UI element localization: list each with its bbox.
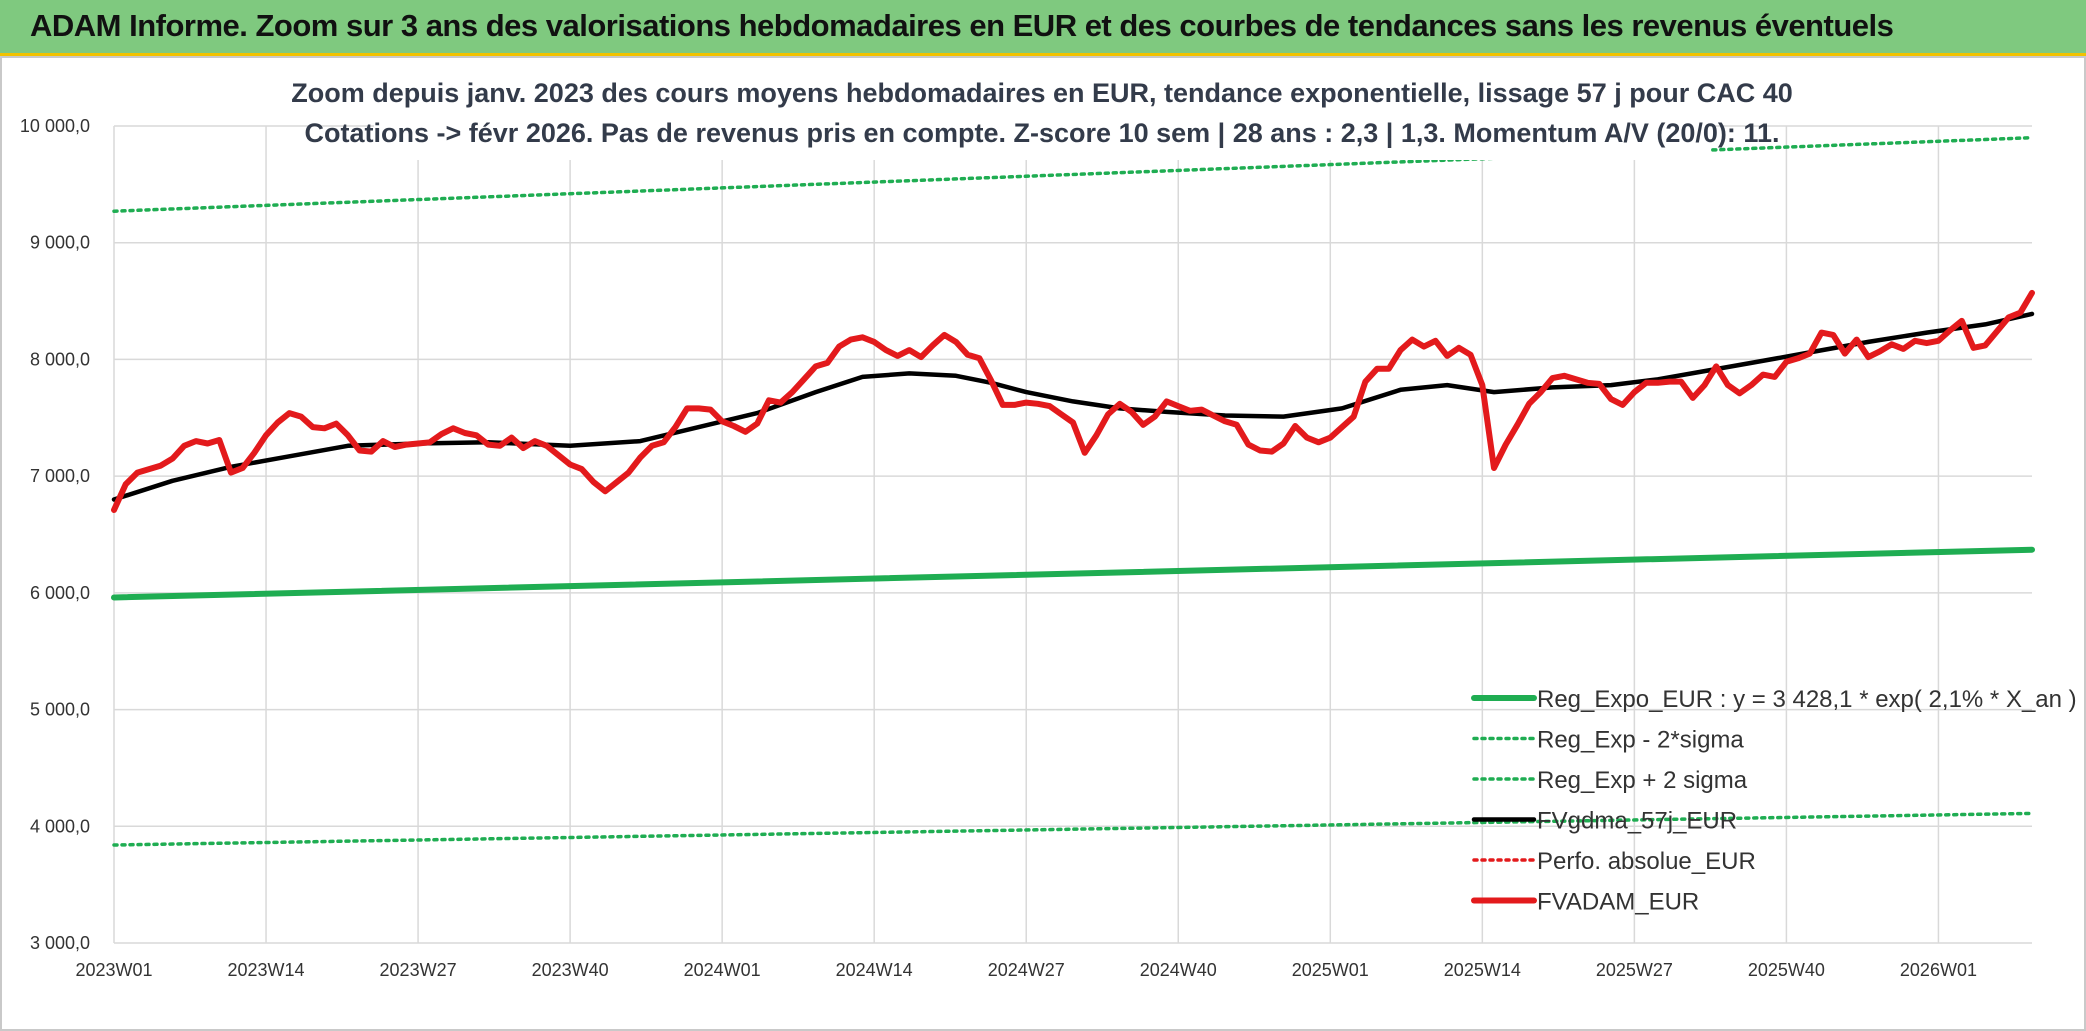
grid-layer — [113, 125, 2032, 944]
x-tick-label: 2023W40 — [532, 960, 609, 980]
x-tick-label: 2024W27 — [988, 960, 1065, 980]
legend-item-fvgdma-57j: FVgdma_57j_EUR — [1471, 808, 1737, 835]
x-tick-label: 2023W14 — [228, 960, 305, 980]
legend-label: FVgdma_57j_EUR — [1537, 808, 1737, 835]
series-line-reg-exp-minus-2sigma — [112, 811, 2034, 847]
line-chart: 3 000,0 4 000,0 5 000,0 6 000,0 7 000,0 8 000… — [20, 72, 2077, 980]
legend-item-reg-expo: Reg_Expo_EUR : y = 3 428,1 * exp( 2,1% *… — [1471, 686, 2077, 713]
legend-item-reg-exp-plus-2sigma: Reg_Exp + 2 sigma — [1472, 767, 1748, 794]
x-tick-label: 2025W01 — [1292, 960, 1369, 980]
legend-label: Perfo. absolue_EUR — [1537, 848, 1756, 875]
legend-label: Reg_Expo_EUR : y = 3 428,1 * exp( 2,1% *… — [1537, 686, 2077, 713]
legend-label: FVADAM_EUR — [1537, 889, 1699, 916]
chart-subtitle-line: Cotations -> févr 2026. Pas de revenus p… — [305, 118, 1780, 148]
y-tick-label: 7 000,0 — [30, 466, 90, 486]
legend-label: Reg_Exp + 2 sigma — [1537, 767, 1748, 794]
chart-legend: Reg_Expo_EUR : y = 3 428,1 * exp( 2,1% *… — [1471, 686, 2077, 916]
subtitle-background — [374, 72, 1710, 160]
series-layer — [111, 135, 2035, 847]
series-line-fvadam — [111, 289, 2035, 513]
series-line-reg-exp-plus-2sigma — [112, 135, 2034, 213]
y-tick-label: 6 000,0 — [30, 583, 90, 603]
report-title: ADAM Informe. Zoom sur 3 ans des valoris… — [30, 8, 1894, 43]
legend-label: Reg_Exp - 2*sigma — [1537, 727, 1744, 754]
x-tick-label: 2023W01 — [75, 960, 152, 980]
y-tick-label: 9 000,0 — [30, 233, 90, 253]
legend-item-perfo-absolue: Perfo. absolue_EUR — [1472, 848, 1756, 875]
chart-frame: 3 000,0 4 000,0 5 000,0 6 000,0 7 000,0 8 000… — [0, 56, 2086, 1031]
series-line-reg-expo — [111, 546, 2035, 601]
axis-layer: 3 000,0 4 000,0 5 000,0 6 000,0 7 000,0 8 000… — [20, 116, 1977, 980]
x-tick-label: 2025W14 — [1444, 960, 1521, 980]
x-tick-label: 2025W40 — [1748, 960, 1825, 980]
y-tick-label: 4 000,0 — [30, 816, 90, 836]
legend-item-reg-exp-minus-2sigma: Reg_Exp - 2*sigma — [1472, 727, 1744, 754]
series-line-fvgdma-57j — [111, 311, 2035, 502]
x-tick-label: 2024W01 — [684, 960, 761, 980]
legend-item-fvadam: FVADAM_EUR — [1471, 889, 1699, 916]
chart-subtitle-line: Zoom depuis janv. 2023 des cours moyens … — [291, 78, 1792, 108]
x-tick-label: 2025W27 — [1596, 960, 1673, 980]
title-banner: ADAM Informe. Zoom sur 3 ans des valoris… — [0, 0, 2086, 56]
x-tick-label: 2026W01 — [1900, 960, 1977, 980]
x-tick-label: 2024W14 — [836, 960, 913, 980]
y-tick-label: 10 000,0 — [20, 116, 90, 136]
y-tick-label: 5 000,0 — [30, 700, 90, 720]
y-tick-label: 8 000,0 — [30, 349, 90, 369]
x-tick-label: 2023W27 — [380, 960, 457, 980]
y-tick-label: 3 000,0 — [30, 933, 90, 953]
chart-subtitle: Zoom depuis janv. 2023 des cours moyens … — [291, 72, 1793, 160]
x-tick-label: 2024W40 — [1140, 960, 1217, 980]
